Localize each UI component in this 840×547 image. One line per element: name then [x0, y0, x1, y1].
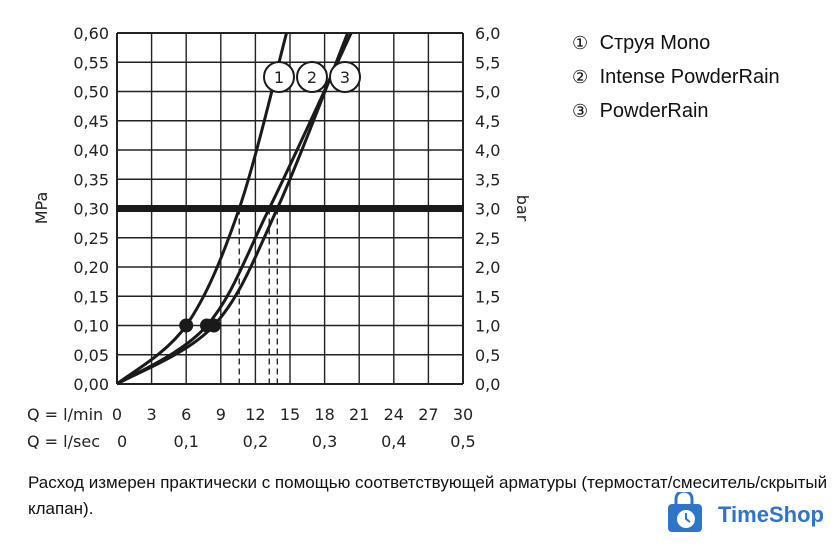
- x-tick-label-lmin: 24: [384, 405, 404, 424]
- y-tick-label-mpa: 0,30: [73, 200, 109, 219]
- y-axis-title-left: MPa: [32, 192, 51, 225]
- y-tick-label-bar: 0,5: [475, 346, 500, 365]
- series-marker-3: [206, 318, 221, 333]
- caption: Расход измерен практически с помощью соо…: [28, 473, 828, 518]
- y-tick-label-mpa: 0,40: [73, 141, 109, 160]
- y-tick-label-mpa: 0,60: [73, 24, 109, 43]
- legend-label-3: PowderRain: [599, 100, 709, 122]
- x-tick-label-lmin: 18: [314, 405, 334, 424]
- y-tick-label-mpa: 0,15: [73, 287, 109, 306]
- y-tick-label-bar: 4,5: [475, 112, 500, 131]
- x-axis-title-lmin: Q = l/min: [27, 405, 103, 424]
- y-tick-label-mpa: 0,45: [73, 112, 109, 131]
- legend-item-1: ① Струя Mono: [572, 30, 780, 64]
- x-axis-title-lsec: Q = l/sec: [27, 432, 100, 451]
- legend-item-3: ③ PowderRain: [572, 98, 780, 132]
- x-tick-label-lmin: 3: [147, 405, 157, 424]
- x-tick-label-lmin: 27: [418, 405, 438, 424]
- x-tick-label-lmin: 30: [453, 405, 473, 424]
- x-tick-label-lsec: 0,3: [312, 432, 337, 451]
- x-tick-label-lmin: 0: [112, 405, 122, 424]
- y-tick-label-bar: 5,5: [475, 53, 500, 72]
- y-tick-label-bar: 2,0: [475, 258, 500, 277]
- legend-item-2: ② Intense PowderRain: [572, 64, 780, 98]
- x-tick-label-lsec: 0,2: [243, 432, 268, 451]
- x-tick-label-lsec: 0,1: [173, 432, 198, 451]
- y-tick-label-bar: 5,0: [475, 83, 500, 102]
- y-tick-label-bar: 6,0: [475, 24, 500, 43]
- y-tick-label-bar: 1,0: [475, 317, 500, 336]
- legend-marker-3: ③: [572, 101, 589, 121]
- series-label-1: 1: [274, 68, 284, 87]
- y-tick-label-bar: 1,5: [475, 287, 500, 306]
- series-label-circle-2: [296, 61, 328, 93]
- y-tick-label-mpa: 0,35: [73, 170, 109, 189]
- shopping-bag-clock-icon: [668, 492, 702, 532]
- y-tick-label-mpa: 0,10: [73, 317, 109, 336]
- legend-marker-1: ①: [572, 33, 589, 53]
- x-tick-label-lmin: 21: [349, 405, 369, 424]
- series-label-2: 2: [307, 68, 317, 87]
- x-tick-label-lmin: 6: [181, 405, 191, 424]
- y-axis-title-right: bar: [513, 195, 532, 222]
- y-tick-label-mpa: 0,25: [73, 229, 109, 248]
- y-tick-label-bar: 0,0: [475, 375, 500, 394]
- series-marker-1: [179, 318, 194, 333]
- watermark-text: TimeShop: [718, 502, 824, 527]
- x-tick-label-lsec: 0,4: [381, 432, 406, 451]
- legend-marker-2: ②: [572, 67, 589, 87]
- y-tick-label-bar: 2,5: [475, 229, 500, 248]
- y-tick-label-bar: 4,0: [475, 141, 500, 160]
- y-tick-label-mpa: 0,50: [73, 83, 109, 102]
- series-layer: 1 2 3: [116, 32, 361, 386]
- y-tick-label-bar: 3,0: [475, 200, 500, 219]
- reference-layer: [116, 205, 464, 384]
- y-tick-label-mpa: 0,55: [73, 53, 109, 72]
- x-tick-label-lsec: 0: [117, 432, 127, 451]
- legend-label-2: Intense PowderRain: [599, 66, 780, 88]
- series-label-circle-1: [263, 61, 295, 93]
- series-line-1: [116, 32, 288, 386]
- x-tick-label-lmin: 15: [280, 405, 300, 424]
- y-tick-label-mpa: 0,20: [73, 258, 109, 277]
- series-line-3: [116, 32, 350, 386]
- x-tick-label-lmin: 12: [245, 405, 265, 424]
- series-label-circle-3: [329, 61, 361, 93]
- legend: ① Струя Mono ② Intense PowderRain ③ Powd…: [572, 30, 780, 132]
- y-tick-label-bar: 3,5: [475, 170, 500, 189]
- y-tick-label-mpa: 0,00: [73, 375, 109, 394]
- y-tick-label-mpa: 0,05: [73, 346, 109, 365]
- x-tick-label-lsec: 0,5: [450, 432, 475, 451]
- legend-label-1: Струя Mono: [599, 32, 711, 54]
- x-tick-label-lmin: 9: [216, 405, 226, 424]
- series-label-3: 3: [340, 68, 350, 87]
- tick-label-layer: 0,000,050,100,150,200,250,300,350,400,45…: [27, 24, 532, 451]
